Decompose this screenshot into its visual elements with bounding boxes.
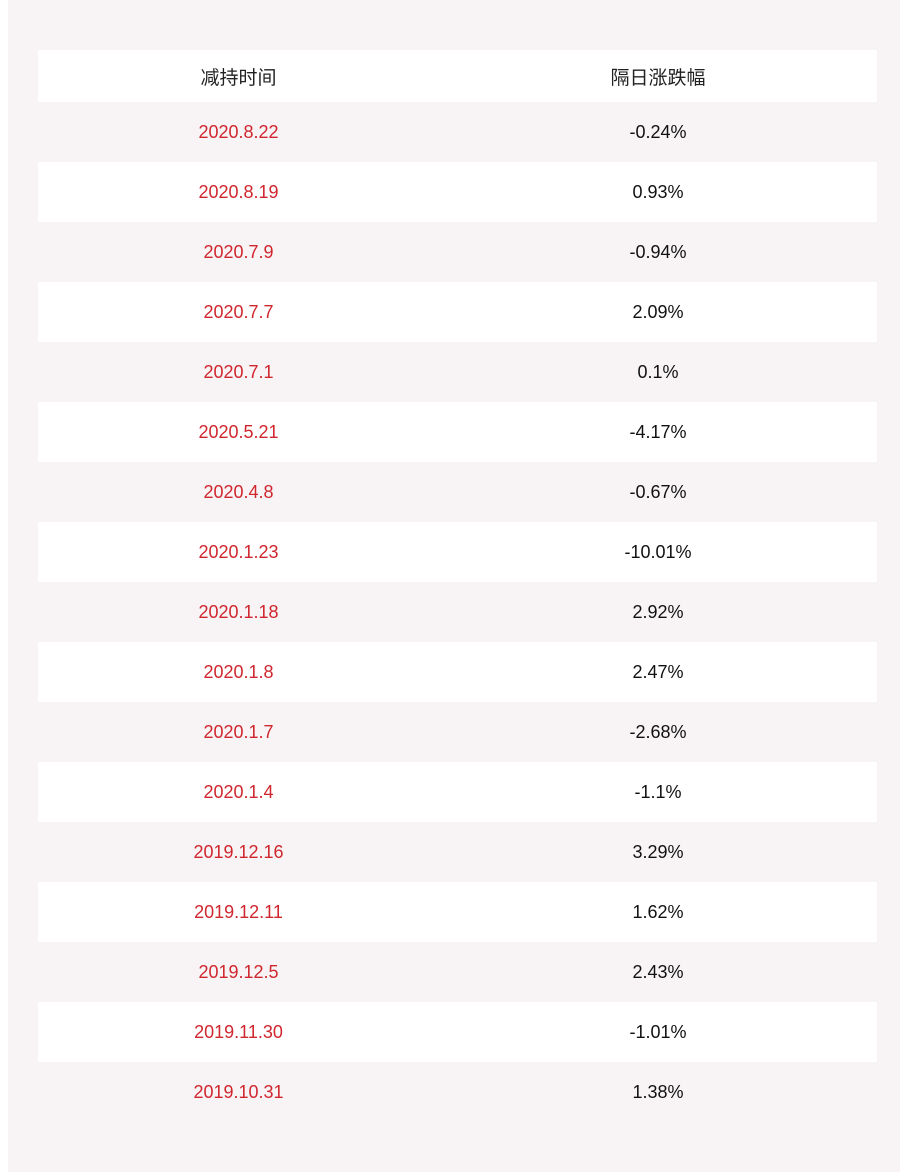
header-next-day-change: 隔日涨跌幅: [610, 66, 706, 89]
reduction-date: 2020.1.18: [198, 601, 279, 622]
reduction-date: 2020.7.7: [203, 301, 274, 322]
next-day-change: 1.62%: [632, 901, 684, 922]
next-day-change: -1.01%: [629, 1021, 687, 1042]
table-row: 2019.12.16 3.29%: [38, 822, 877, 882]
reduction-date: 2020.1.8: [203, 661, 274, 682]
reduction-date: 2020.1.7: [203, 721, 274, 742]
reduction-table: 减持时间 隔日涨跌幅 2020.8.22 -0.24% 2020.8.19 0.93%…: [38, 50, 877, 1122]
table-row: 2020.1.4 -1.1%: [38, 762, 877, 822]
table-row: 2019.12.5 2.43%: [38, 942, 877, 1002]
table-header-row: 减持时间 隔日涨跌幅: [38, 50, 877, 102]
table-row: 2020.4.8 -0.67%: [38, 462, 877, 522]
reduction-date: 2020.4.8: [203, 481, 274, 502]
next-day-change: -0.24%: [629, 121, 687, 142]
table-row: 2020.1.23 -10.01%: [38, 522, 877, 582]
reduction-date: 2020.7.1: [203, 361, 274, 382]
next-day-change: 2.09%: [632, 301, 684, 322]
next-day-change: -4.17%: [629, 421, 687, 442]
table-row: 2020.1.8 2.47%: [38, 642, 877, 702]
next-day-change: 2.47%: [632, 661, 684, 682]
table-row: 2020.1.18 2.92%: [38, 582, 877, 642]
next-day-change: -1.1%: [634, 781, 682, 802]
next-day-change: -0.94%: [629, 241, 687, 262]
content-panel: 减持时间 隔日涨跌幅 2020.8.22 -0.24% 2020.8.19 0.93%…: [8, 0, 900, 1172]
table-body: 2020.8.22 -0.24% 2020.8.19 0.93% 2020.7.9 -0.…: [38, 102, 877, 1122]
reduction-date: 2020.1.4: [203, 781, 274, 802]
next-day-change: 0.93%: [632, 181, 684, 202]
reduction-date: 2020.7.9: [203, 241, 274, 262]
next-day-change: 2.43%: [632, 961, 684, 982]
reduction-date: 2020.8.19: [198, 181, 279, 202]
next-day-change: -2.68%: [629, 721, 687, 742]
reduction-date: 2020.8.22: [198, 121, 279, 142]
reduction-date: 2019.12.5: [198, 961, 279, 982]
next-day-change: 1.38%: [632, 1081, 684, 1102]
reduction-date: 2020.1.23: [198, 541, 279, 562]
reduction-date: 2019.11.30: [194, 1021, 283, 1042]
reduction-date: 2019.12.16: [193, 841, 284, 862]
reduction-date: 2019.10.31: [193, 1081, 284, 1102]
reduction-date: 2020.5.21: [198, 421, 279, 442]
table-row: 2020.8.22 -0.24%: [38, 102, 877, 162]
table-row: 2019.12.11 1.62%: [38, 882, 877, 942]
next-day-change: 2.92%: [632, 601, 684, 622]
table-row: 2019.10.31 1.38%: [38, 1062, 877, 1122]
table-row: 2020.7.9 -0.94%: [38, 222, 877, 282]
table-row: 2020.8.19 0.93%: [38, 162, 877, 222]
table-row: 2020.7.7 2.09%: [38, 282, 877, 342]
table-row: 2020.1.7 -2.68%: [38, 702, 877, 762]
table-row: 2019.11.30 -1.01%: [38, 1002, 877, 1062]
reduction-date: 2019.12.11: [194, 901, 283, 922]
next-day-change: -10.01%: [624, 541, 692, 562]
header-reduction-time: 减持时间: [200, 66, 277, 89]
table-row: 2020.5.21 -4.17%: [38, 402, 877, 462]
table-row: 2020.7.1 0.1%: [38, 342, 877, 402]
next-day-change: 3.29%: [632, 841, 684, 862]
next-day-change: 0.1%: [637, 361, 679, 382]
next-day-change: -0.67%: [629, 481, 687, 502]
